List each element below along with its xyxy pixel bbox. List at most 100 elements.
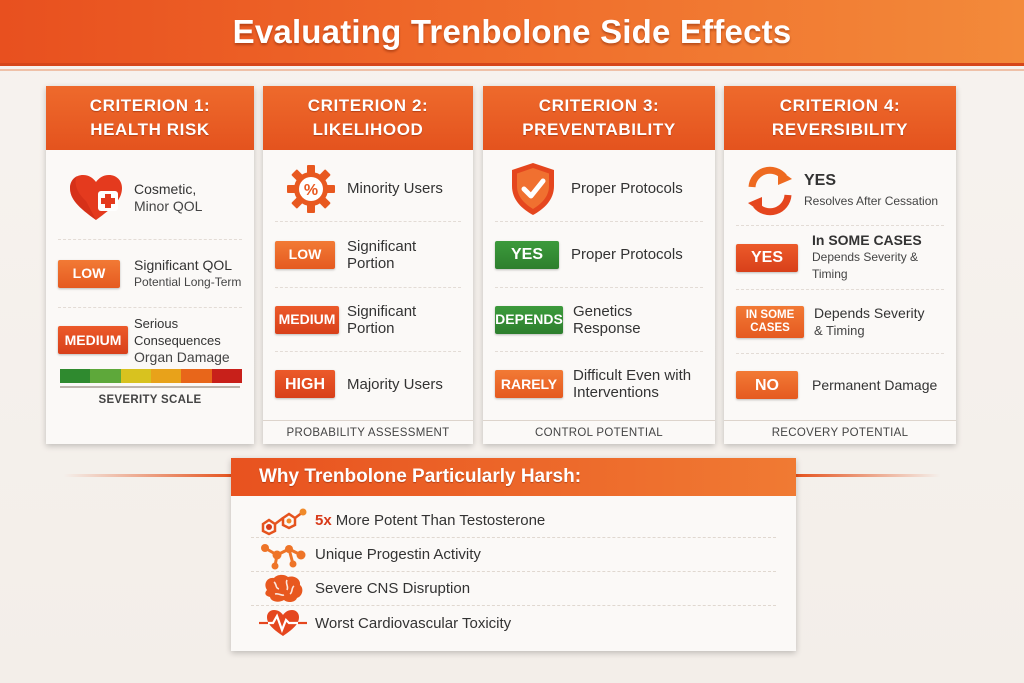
criterion-row: IN SOME CASES Depends Severity & Timing — [736, 290, 944, 354]
list-item-text: 5x More Potent Than Testosterone — [315, 512, 545, 529]
molecule-network-icon — [251, 540, 315, 570]
criterion-row: HIGH Majority Users — [275, 352, 461, 416]
criterion-row-text: YES Resolves After Cessation — [804, 172, 938, 210]
list-item: Worst Cardiovascular Toxicity — [251, 606, 776, 640]
row-text-sub: Minor QOL — [134, 197, 203, 214]
banner-divider — [0, 69, 1024, 71]
criterion-number: CRITERION 2: — [307, 96, 429, 115]
criterion-row-text: In SOME CASES Depends Severity & Timing — [812, 232, 944, 283]
level-badge: DEPENDS — [495, 305, 563, 334]
criterion-card-reversibility: CRITERION 4: REVERSIBILITY YES Resolves … — [724, 86, 956, 444]
level-badge: MEDIUM — [275, 305, 339, 334]
row-text-main: Cosmetic, — [134, 180, 197, 197]
criterion-title: REVERSIBILITY — [771, 120, 909, 139]
criterion-row: MEDIUM Serious Consequences Organ Damage — [58, 308, 242, 372]
row-text-main: Depends Severity — [814, 304, 925, 321]
criterion-title: LIKELIHOOD — [312, 120, 424, 139]
criterion-row-text: Depends Severity & Timing — [814, 305, 925, 339]
row-text-sub: Potential Long-Term — [134, 274, 242, 289]
level-badge: HIGH — [275, 370, 335, 398]
criterion-row: Cosmetic, Minor QOL — [58, 156, 242, 240]
level-badge: LOW — [58, 259, 120, 288]
severity-scale-bar — [60, 369, 242, 383]
severity-scale-label: SEVERITY SCALE — [98, 394, 202, 406]
severity-scale-segment — [120, 369, 151, 383]
criterion-row-text: Significant Portion — [347, 237, 417, 272]
list-item-label: Severe CNS Disruption — [315, 580, 471, 597]
criterion-row: RARELY Difficult Even with Interventions — [495, 352, 703, 416]
criterion-row: MEDIUM Significant Portion — [275, 288, 461, 352]
list-item: Severe CNS Disruption — [251, 572, 776, 606]
page-title: Evaluating Trenbolone Side Effects — [232, 12, 792, 50]
criterion-row: Proper Protocols — [495, 156, 703, 222]
row-text-sub: & Timing — [814, 322, 865, 338]
criterion-heading: CRITERION 1: HEALTH RISK — [46, 86, 254, 150]
level-badge: IN SOME CASES — [736, 305, 804, 338]
criterion-row-text: Serious Consequences Organ Damage — [134, 315, 242, 366]
list-item-label: Unique Progestin Activity — [315, 546, 481, 563]
criterion-row-text: Genetics Response — [573, 302, 641, 337]
shield-check-icon — [495, 162, 571, 216]
criterion-title: PREVENTABILITY — [522, 120, 676, 139]
heart-plus-icon — [58, 173, 134, 223]
criterion-row-text: Difficult Even with Interventions — [573, 367, 691, 401]
criterion-card-likelihood: CRITERION 2: LIKELIHOOD % Mi — [263, 86, 473, 444]
heartbeat-icon — [251, 608, 315, 638]
criterion-number: CRITERION 3: — [538, 96, 660, 115]
divider-right — [796, 474, 940, 477]
criterion-row: LOW Significant Portion — [275, 222, 461, 288]
severity-scale-segment — [211, 369, 242, 383]
criterion-row: YES Proper Protocols — [495, 222, 703, 288]
criterion-row-text: Significant QOL Potential Long-Term — [134, 257, 241, 291]
level-badge: YES — [495, 240, 559, 269]
criterion-row: YES In SOME CASES Depends Severity & Tim… — [736, 226, 944, 290]
title-banner: Evaluating Trenbolone Side Effects — [0, 0, 1024, 66]
criterion-row-text: Majority Users — [347, 375, 443, 393]
row-text-sub: Organ Damage — [134, 348, 230, 365]
level-badge: RARELY — [495, 370, 563, 398]
severity-scale-segment — [150, 369, 182, 383]
criterion-title: HEALTH RISK — [90, 120, 210, 139]
row-text-sub: Resolves After Cessation — [804, 193, 939, 208]
row-text-main: In SOME CASES — [812, 232, 922, 248]
criterion-row-text: Proper Protocols — [571, 180, 683, 197]
severity-scale-segment — [60, 369, 91, 383]
criterion-row: NO Permanent Damage — [736, 354, 944, 416]
list-item: Unique Progestin Activity — [251, 538, 776, 572]
criterion-row-text: Cosmetic, Minor QOL — [134, 181, 202, 215]
criterion-row-text: Significant Portion — [347, 302, 417, 337]
criterion-row: % Minority Users — [275, 156, 461, 222]
divider-left — [64, 474, 232, 477]
criterion-card-health-risk: CRITERION 1: HEALTH RISK Cosmetic, Minor… — [46, 86, 254, 444]
criterion-footer: PROBABILITY ASSESSMENT — [263, 420, 473, 444]
molecule-chain-icon — [251, 506, 315, 536]
row-text-sub: Depends Severity & Timing — [812, 250, 919, 281]
criterion-row: LOW Significant QOL Potential Long-Term — [58, 240, 242, 308]
severity-scale-segment — [90, 369, 121, 383]
criterion-row-text: Minority Users — [347, 180, 443, 197]
criterion-card-preventability: CRITERION 3: PREVENTABILITY Proper Proto… — [483, 86, 715, 444]
row-text-main: Serious Consequences — [134, 315, 221, 348]
row-text-main: YES — [804, 171, 837, 189]
list-item-label: Worst Cardiovascular Toxicity — [315, 614, 512, 632]
level-badge: LOW — [275, 240, 335, 269]
criterion-heading: CRITERION 2: LIKELIHOOD — [263, 86, 473, 150]
criterion-footer: CONTROL POTENTIAL — [483, 420, 715, 444]
criterion-row-text: Permanent Damage — [812, 376, 938, 393]
list-item: 5x More Potent Than Testosterone — [251, 504, 776, 538]
criterion-footer: RECOVERY POTENTIAL — [724, 420, 956, 444]
level-badge: NO — [736, 371, 798, 399]
cycle-arrows-icon — [736, 165, 804, 217]
panel-heading: Why Trenbolone Particularly Harsh: — [231, 458, 796, 496]
criterion-heading: CRITERION 4: REVERSIBILITY — [724, 86, 956, 150]
svg-text:%: % — [304, 182, 318, 199]
criterion-heading: CRITERION 3: PREVENTABILITY — [483, 86, 715, 150]
row-text-main: Difficult Even with — [573, 367, 692, 384]
row-text-main: Significant QOL — [134, 256, 233, 273]
criterion-row-text: Proper Protocols — [571, 246, 683, 263]
scale-baseline — [60, 386, 240, 388]
criterion-row: YES Resolves After Cessation — [736, 156, 944, 226]
list-item-label: More Potent Than Testosterone — [335, 512, 546, 529]
row-text-sub: Interventions — [573, 384, 659, 401]
severity-scale-segment — [181, 369, 212, 383]
